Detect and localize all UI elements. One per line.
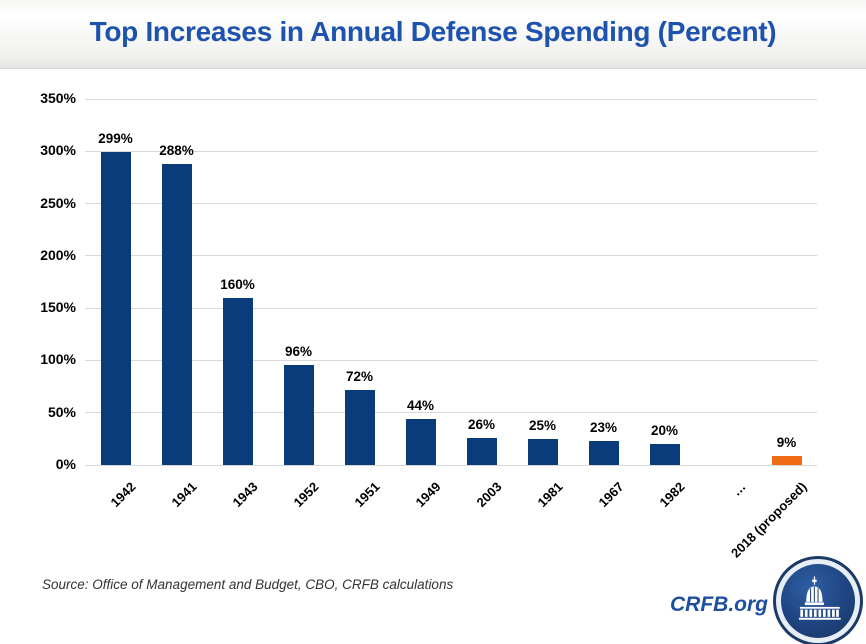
- bar: [283, 364, 314, 465]
- gridline: [85, 150, 817, 152]
- capitol-icon: [789, 572, 847, 630]
- bar: [405, 419, 436, 465]
- y-axis-label: 350%: [40, 90, 76, 106]
- bar-value-label: 299%: [98, 131, 133, 147]
- chart-title: Top Increases in Annual Defense Spending…: [89, 16, 777, 47]
- y-axis-label: 250%: [40, 194, 76, 211]
- gridline: [85, 203, 817, 205]
- bar: [649, 444, 680, 465]
- x-axis-label: 1982: [656, 479, 688, 511]
- crfb-brand-text: CRFB.org: [670, 593, 768, 616]
- x-axis-label: 1943: [229, 479, 261, 511]
- bar-value-label: 44%: [406, 397, 435, 413]
- bar: [527, 438, 558, 465]
- x-axis-label: 2003: [473, 479, 505, 511]
- x-axis-label: 1941: [168, 479, 200, 511]
- x-axis-label: 1952: [290, 479, 322, 511]
- plot-area: 299% 288% 160% 96% 72% 44% 26% 25% 23% 20% 9%: [85, 98, 817, 466]
- y-axis-label: 100%: [40, 351, 76, 368]
- x-axis-label: 1942: [107, 479, 139, 511]
- gridline: [85, 359, 817, 361]
- y-axis-label: 300%: [40, 142, 76, 159]
- x-axis-label: 1951: [351, 479, 383, 511]
- gridline: [85, 255, 817, 257]
- source-note: Source: Office of Management and Budget,…: [42, 577, 454, 592]
- logo-disc: [781, 564, 855, 638]
- gridline: [85, 98, 817, 100]
- y-axis-label: 0%: [55, 456, 76, 472]
- bar-value-label: 72%: [345, 368, 374, 384]
- x-axis-label: 1949: [412, 479, 444, 511]
- y-axis-label: 50%: [47, 403, 76, 420]
- bar-value-label: 26%: [467, 416, 496, 432]
- x-axis-label: 1981: [534, 479, 566, 511]
- bar-value-label: 160%: [220, 276, 255, 292]
- bar: [771, 455, 802, 465]
- bar: [466, 437, 497, 465]
- bar-value-label: 9%: [776, 434, 797, 450]
- bar: [222, 297, 253, 465]
- y-axis-label: 150%: [40, 299, 76, 316]
- y-axis-label: 200%: [40, 246, 76, 263]
- x-axis-label: …: [728, 479, 749, 499]
- crfb-capitol-logo: [773, 556, 863, 644]
- bar-value-label: 23%: [589, 419, 618, 435]
- bar-value-label: 20%: [650, 423, 679, 439]
- x-axis-label: 1967: [595, 479, 627, 511]
- bar-value-label: 25%: [528, 417, 557, 433]
- x-axis: 1942 1941 1943 1952 1951 1949 2003 1981 1967 1982…: [85, 470, 817, 561]
- bar-value-label: 288%: [159, 142, 194, 158]
- bar-value-label: 96%: [284, 343, 313, 359]
- gridline: [85, 307, 817, 309]
- bar: [161, 163, 192, 465]
- bar: [588, 440, 619, 465]
- gridline: [85, 412, 817, 414]
- bar: [100, 152, 131, 465]
- gridline: [85, 464, 817, 466]
- header: Top Increases in Annual Defense Spending…: [0, 0, 866, 69]
- bar: [344, 389, 375, 465]
